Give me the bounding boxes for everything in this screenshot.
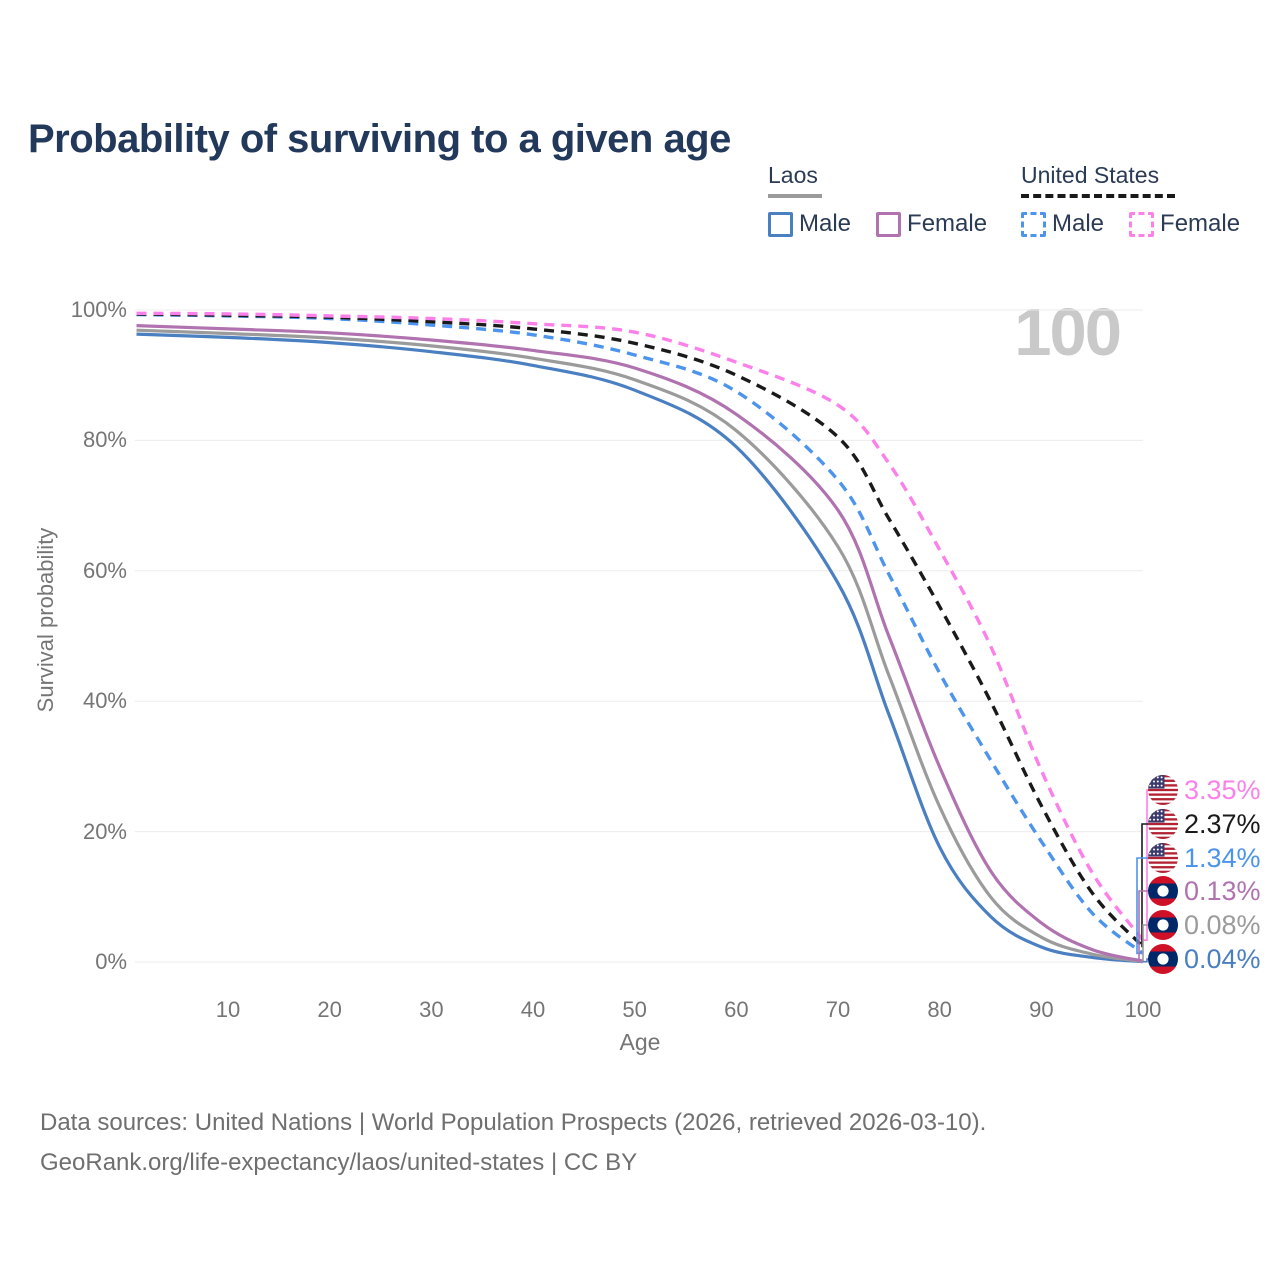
x-tick-40: 40 [520, 997, 546, 1022]
curve-us_female[interactable] [136, 311, 1145, 942]
footer: Data sources: United Nations | World Pop… [40, 1103, 986, 1183]
end-label-laos_female: 0.13% [1148, 875, 1261, 907]
end-value-laos_female: 0.13% [1184, 875, 1261, 906]
legend-item-laos-male[interactable]: Male [768, 210, 851, 238]
x-tick-90: 90 [1029, 997, 1054, 1022]
legend-swatch-us-male[interactable] [1021, 211, 1046, 237]
laos-flag-icon [1148, 910, 1178, 940]
legend-label-laos-female[interactable]: Female [907, 210, 988, 237]
x-tick-30: 30 [419, 997, 444, 1022]
legend-laos-total-line-swatch [768, 194, 822, 198]
legend-item-us-male[interactable]: Male [1021, 210, 1104, 238]
legend-laos-label: Laos [768, 162, 818, 188]
footer-data-sources: Data sources: United Nations | World Pop… [40, 1109, 987, 1136]
end-value-us_total: 2.37% [1184, 808, 1261, 839]
curve-laos_total[interactable] [136, 328, 1144, 964]
legend-group-laos: Laos Male Female [768, 162, 1012, 238]
x-tick-60: 60 [724, 997, 749, 1022]
us-flag-icon [1148, 809, 1178, 839]
legend-swatch-us-female[interactable] [1129, 211, 1155, 237]
y-tick-40%: 40% [82, 688, 127, 714]
y-tick-60%: 60% [82, 557, 127, 583]
end-value-us_male: 1.34% [1184, 842, 1261, 873]
legend-us-label: United States [1021, 162, 1160, 188]
curve-laos_male[interactable] [136, 332, 1144, 964]
curve-us_total[interactable] [136, 312, 1145, 948]
y-tick-0%: 0% [95, 949, 127, 974]
legend-item-us-female[interactable]: Female [1129, 210, 1240, 238]
legend-group-united-states: United States Male Female [1021, 162, 1265, 238]
end-label-us_female: 3.35% [1148, 774, 1261, 806]
x-tick-20: 20 [317, 997, 342, 1022]
curve-us_male[interactable] [136, 312, 1145, 955]
end-label-us_total: 2.37% [1148, 808, 1261, 840]
end-value-laos_total: 0.08% [1184, 909, 1261, 940]
x-tick-80: 80 [927, 997, 952, 1022]
us-flag-icon [1148, 843, 1178, 873]
laos-flag-icon [1148, 876, 1178, 906]
end-value-us_female: 3.35% [1184, 774, 1261, 805]
end-label-laos_male: 0.04% [1148, 943, 1261, 975]
legend-us-total-line-swatch [1021, 194, 1175, 198]
legend-label-laos-male[interactable]: Male [799, 210, 852, 237]
age-watermark: 100 [1014, 295, 1122, 370]
page-title: Probability of surviving to a given age [28, 116, 731, 161]
end-label-laos_total: 0.08% [1148, 909, 1261, 941]
legend-label-us-female[interactable]: Female [1160, 210, 1241, 237]
x-tick-70: 70 [825, 997, 851, 1022]
x-tick-10: 10 [215, 997, 241, 1022]
y-tick-100%: 100% [70, 297, 127, 322]
y-axis-title: Survival probability [33, 527, 58, 713]
x-tick-100: 100 [1124, 997, 1162, 1022]
end-value-laos_male: 0.04% [1184, 943, 1261, 974]
legend-swatch-laos-female[interactable] [876, 211, 902, 237]
legend-item-laos-female[interactable]: Female [876, 210, 987, 238]
curve-laos_female[interactable] [136, 324, 1144, 963]
footer-link: GeoRank.org/life-expectancy/laos/united-… [40, 1149, 638, 1176]
us-flag-icon [1148, 775, 1178, 805]
laos-flag-icon [1148, 944, 1178, 974]
y-tick-80%: 80% [82, 427, 127, 453]
legend-swatch-laos-male[interactable] [768, 211, 793, 237]
x-tick-50: 50 [622, 997, 647, 1022]
legend-label-us-male[interactable]: Male [1052, 210, 1105, 237]
y-tick-20%: 20% [82, 818, 127, 844]
end-label-us_male: 1.34% [1148, 842, 1261, 874]
x-axis-title: Age [619, 1029, 661, 1055]
